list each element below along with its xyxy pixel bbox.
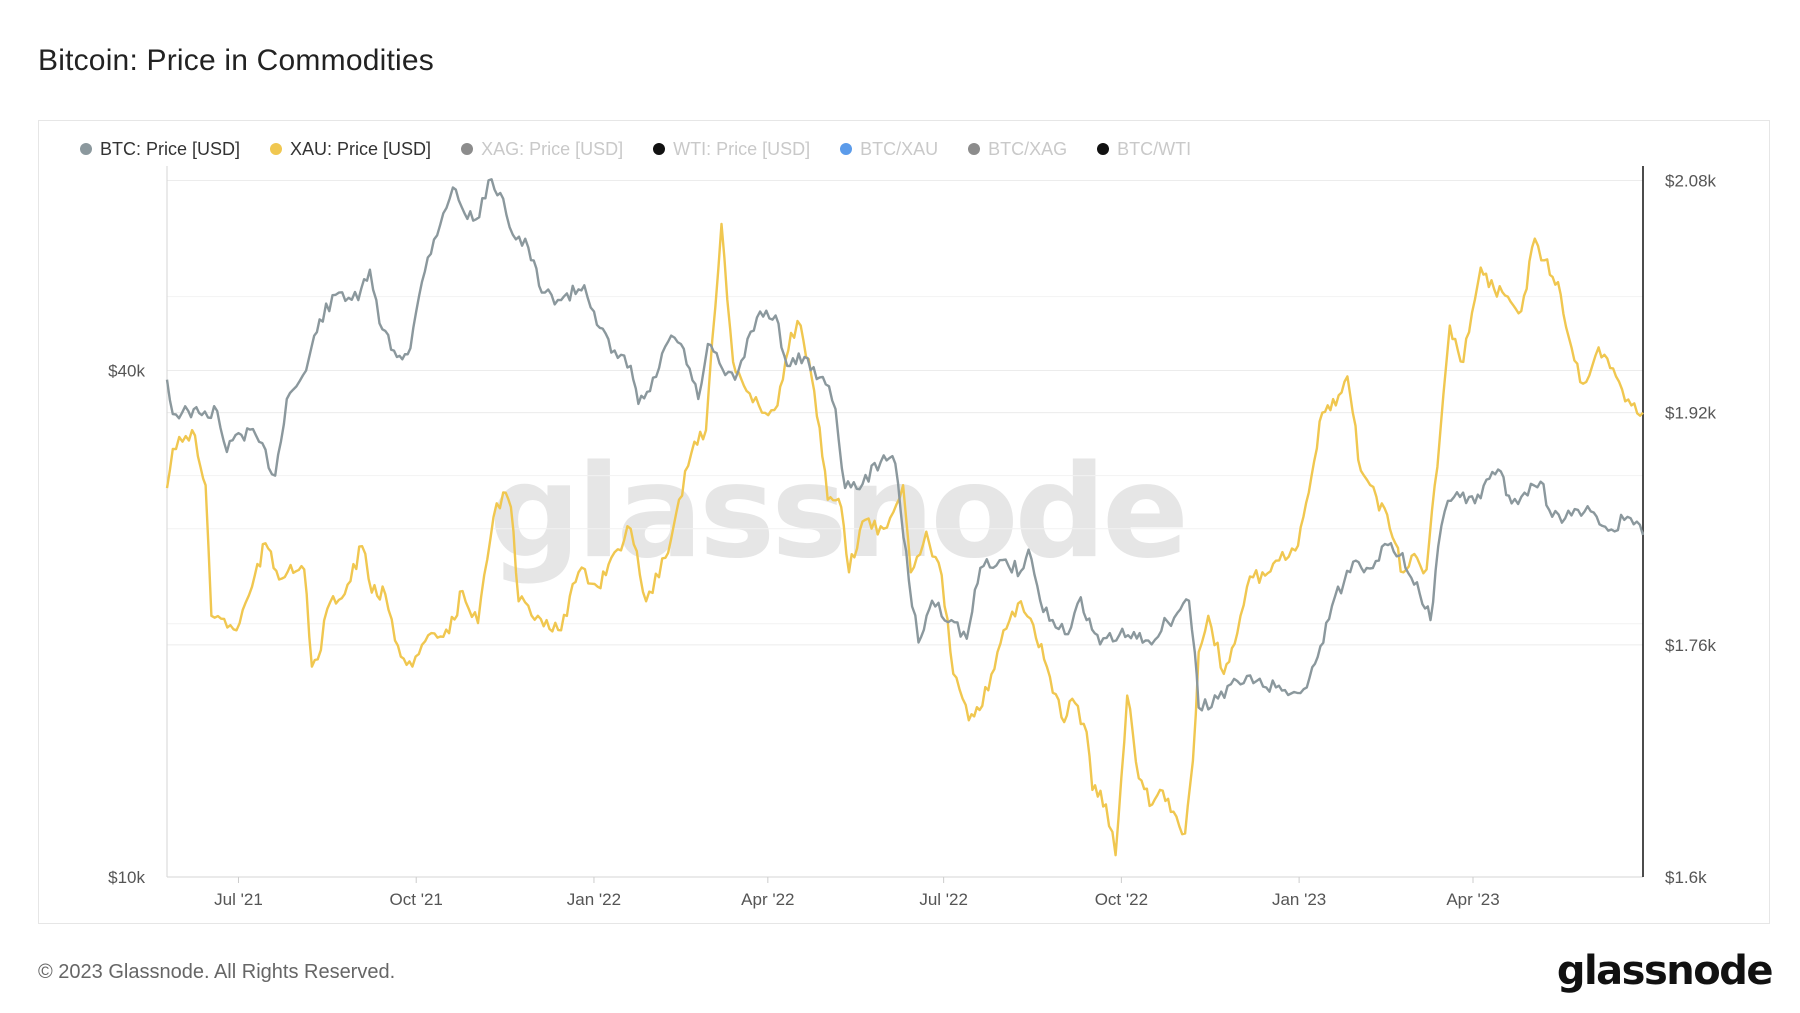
legend-item-5[interactable]: BTC/XAG — [968, 139, 1067, 160]
x-tick-label: Oct '22 — [1095, 890, 1148, 909]
legend-label: BTC/XAG — [988, 138, 1068, 159]
brand-logo[interactable]: glassnode — [1556, 948, 1774, 994]
chart-frame — [38, 120, 1770, 924]
legend-label: XAU: Price [USD] — [290, 138, 432, 159]
y-right-tick-label: $1.6k — [1665, 868, 1707, 887]
legend-item-1[interactable]: XAU: Price [USD] — [270, 139, 431, 160]
x-tick-label: Oct '21 — [390, 890, 443, 909]
series-line-0 — [165, 178, 1645, 712]
legend-dot-icon — [461, 143, 474, 155]
legend-label: BTC/WTI — [1117, 138, 1192, 159]
y-right-tick-label: $1.92k — [1665, 404, 1717, 423]
tick-labels: Jul '21 Oct '21 Jan '22 Apr '22 Jul '22 Oct '… — [108, 172, 1716, 909]
legend-dot-icon — [840, 143, 853, 155]
legend-label: WTI: Price [USD] — [673, 138, 811, 159]
legend-item-0[interactable]: BTC: Price [USD] — [80, 139, 240, 160]
y-right-tick-label: $2.08k — [1665, 172, 1717, 191]
x-tick-label: Apr '23 — [1446, 890, 1499, 909]
legend-label: BTC: Price [USD] — [100, 138, 241, 159]
y-left-tick-label: $10k — [108, 868, 145, 887]
series-line-1 — [165, 222, 1644, 857]
legend-item-6[interactable]: BTC/WTI — [1097, 139, 1191, 160]
watermark: glassnode — [489, 438, 1185, 587]
x-tick-label: Apr '22 — [741, 890, 794, 909]
legend-dot-icon — [270, 143, 283, 155]
chart-title: Bitcoin: Price in Commodities — [38, 44, 434, 77]
copyright-text: © 2023 Glassnode. All Rights Reserved. — [38, 961, 396, 983]
x-tick-label: Jul '21 — [214, 890, 263, 909]
x-tick-label: Jul '22 — [919, 890, 968, 909]
legend-dot-icon — [968, 143, 981, 155]
y-left-tick-label: $40k — [108, 361, 145, 380]
legend-item-3[interactable]: WTI: Price [USD] — [653, 139, 810, 160]
gridlines — [167, 180, 1643, 646]
legend-label: XAG: Price [USD] — [481, 138, 624, 159]
legend-item-2[interactable]: XAG: Price [USD] — [461, 139, 623, 160]
legend-dot-icon — [653, 143, 666, 155]
x-tick-label: Jan '22 — [567, 890, 621, 909]
chart-legend: BTC: Price [USD] XAU: Price [USD] XAG: Pri… — [80, 138, 1221, 160]
y-right-tick-label: $1.76k — [1665, 636, 1717, 655]
legend-dot-icon — [1097, 143, 1110, 155]
axes — [166, 166, 1644, 883]
x-tick-label: Jan '23 — [1272, 890, 1326, 909]
series-group — [165, 178, 1645, 857]
legend-item-4[interactable]: BTC/XAU — [840, 139, 938, 160]
legend-label: BTC/XAU — [860, 138, 939, 159]
legend-dot-icon — [80, 143, 92, 155]
